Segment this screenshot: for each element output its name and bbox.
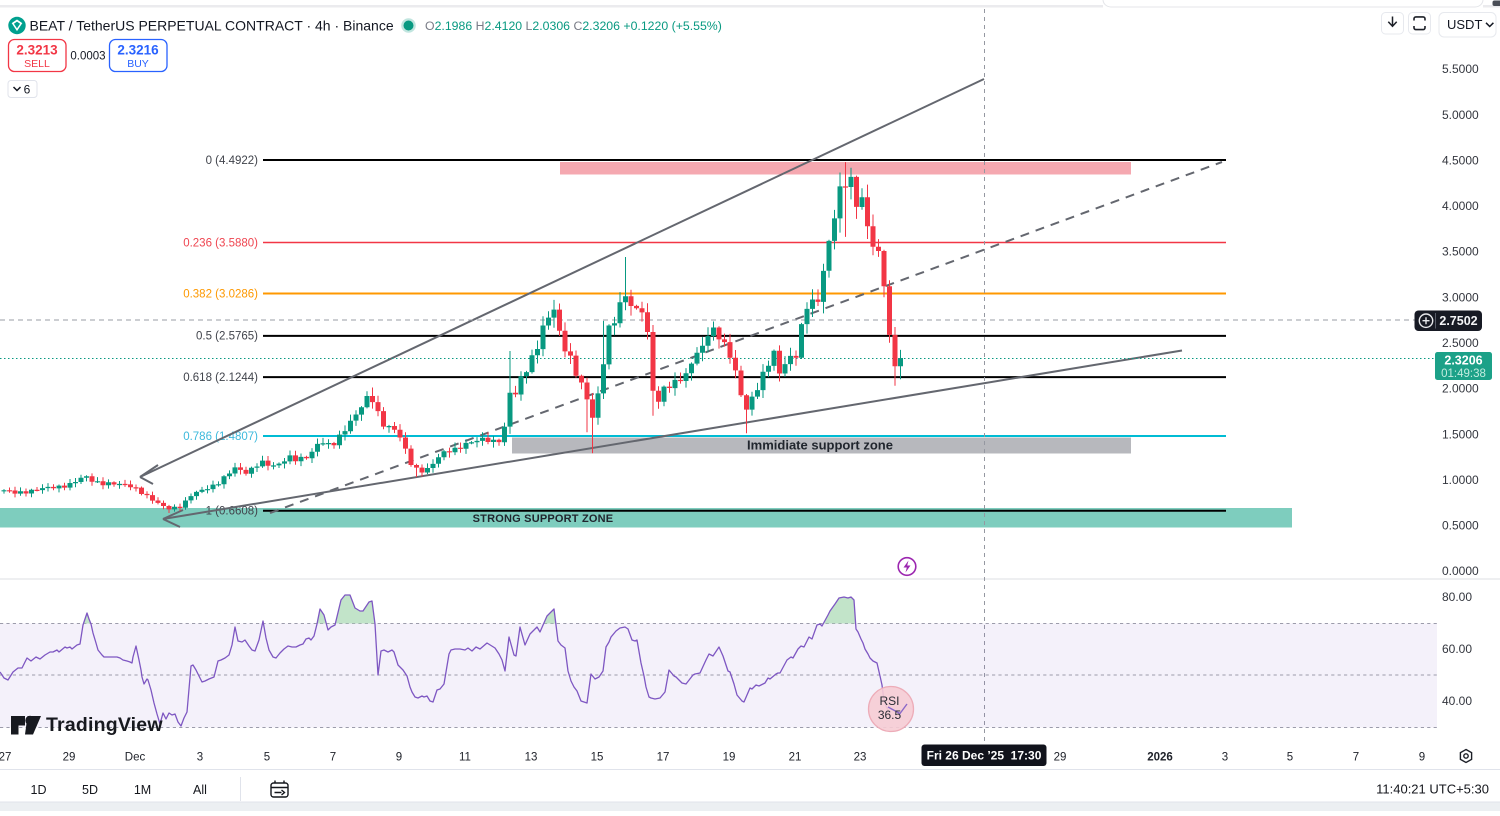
svg-text:2.3216: 2.3216: [117, 43, 159, 58]
svg-text:BUY: BUY: [127, 58, 149, 70]
svg-text:0.618 (2.1244): 0.618 (2.1244): [183, 372, 258, 384]
svg-text:5: 5: [264, 752, 270, 764]
svg-text:40.00: 40.00: [1442, 694, 1472, 708]
svg-text:4.5000: 4.5000: [1442, 153, 1479, 167]
svg-text:29: 29: [63, 752, 76, 764]
svg-text:60.00: 60.00: [1442, 642, 1472, 656]
svg-text:STRONG SUPPORT ZONE: STRONG SUPPORT ZONE: [473, 513, 614, 525]
svg-text:1.5000: 1.5000: [1442, 427, 1479, 441]
svg-text:1M: 1M: [134, 783, 151, 797]
svg-text:1D: 1D: [31, 783, 47, 797]
svg-text:0.382 (3.0286): 0.382 (3.0286): [183, 288, 258, 300]
svg-text:27: 27: [0, 752, 11, 764]
svg-text:2.0000: 2.0000: [1442, 382, 1479, 396]
svg-text:11: 11: [459, 752, 471, 764]
svg-text:SELL: SELL: [24, 58, 50, 70]
svg-text:3: 3: [1222, 752, 1228, 764]
svg-text:All: All: [193, 783, 207, 797]
svg-text:4.0000: 4.0000: [1442, 199, 1479, 213]
svg-text:0.0000: 0.0000: [1442, 564, 1479, 578]
svg-text:15: 15: [591, 752, 604, 764]
svg-text:36.5: 36.5: [878, 708, 902, 722]
svg-text:0.236 (3.5880): 0.236 (3.5880): [183, 237, 258, 249]
svg-text:2.7502: 2.7502: [1439, 314, 1477, 328]
svg-text:2.3213: 2.3213: [16, 43, 58, 58]
svg-text:0.786 (1.4807): 0.786 (1.4807): [183, 431, 258, 443]
svg-text:21: 21: [789, 752, 802, 764]
svg-text:0 (4.4922): 0 (4.4922): [206, 155, 259, 167]
svg-text:5.0000: 5.0000: [1442, 108, 1479, 122]
svg-text:0.5000: 0.5000: [1442, 519, 1479, 533]
svg-text:7: 7: [1353, 752, 1359, 764]
svg-text:5: 5: [1287, 752, 1293, 764]
svg-text:13: 13: [525, 752, 538, 764]
svg-text:29: 29: [1054, 752, 1067, 764]
svg-text:RSI: RSI: [879, 694, 899, 708]
svg-text:O2.1986 H2.4120 L2.0306 C2.320: O2.1986 H2.4120 L2.0306 C2.3206 +0.1220 …: [425, 19, 722, 33]
svg-text:USDT: USDT: [1447, 17, 1482, 32]
svg-text:5D: 5D: [82, 783, 98, 797]
svg-text:80.00: 80.00: [1442, 590, 1472, 604]
svg-text:11:40:21 UTC+5:30: 11:40:21 UTC+5:30: [1376, 782, 1489, 797]
svg-text:7: 7: [330, 752, 336, 764]
svg-text:TradingView: TradingView: [46, 714, 163, 736]
svg-text:9: 9: [396, 752, 402, 764]
svg-text:0.5 (2.5765): 0.5 (2.5765): [196, 331, 258, 343]
svg-text:6: 6: [24, 83, 31, 97]
svg-text:23: 23: [854, 752, 867, 764]
svg-text:Immidiate support zone: Immidiate support zone: [747, 438, 893, 453]
svg-text:2.5000: 2.5000: [1442, 336, 1479, 350]
svg-text:17: 17: [657, 752, 670, 764]
svg-text:5.5000: 5.5000: [1442, 62, 1479, 76]
svg-text:3.0000: 3.0000: [1442, 290, 1479, 304]
svg-text:3: 3: [197, 752, 203, 764]
svg-text:01:49:38: 01:49:38: [1441, 368, 1486, 380]
svg-text:BEAT / TetherUS PERPETUAL CONT: BEAT / TetherUS PERPETUAL CONTRACT · 4h …: [30, 18, 394, 34]
svg-text:Fri 26 Dec ’25 17:30: Fri 26 Dec ’25 17:30: [927, 749, 1042, 763]
svg-text:3.5000: 3.5000: [1442, 245, 1479, 259]
svg-text:9: 9: [1419, 752, 1425, 764]
svg-text:2.3206: 2.3206: [1444, 354, 1482, 368]
svg-text:19: 19: [723, 752, 736, 764]
svg-text:Dec: Dec: [125, 752, 146, 764]
svg-text:1.0000: 1.0000: [1442, 473, 1479, 487]
svg-text:0.0003: 0.0003: [70, 51, 105, 63]
svg-text:2026: 2026: [1147, 752, 1173, 764]
